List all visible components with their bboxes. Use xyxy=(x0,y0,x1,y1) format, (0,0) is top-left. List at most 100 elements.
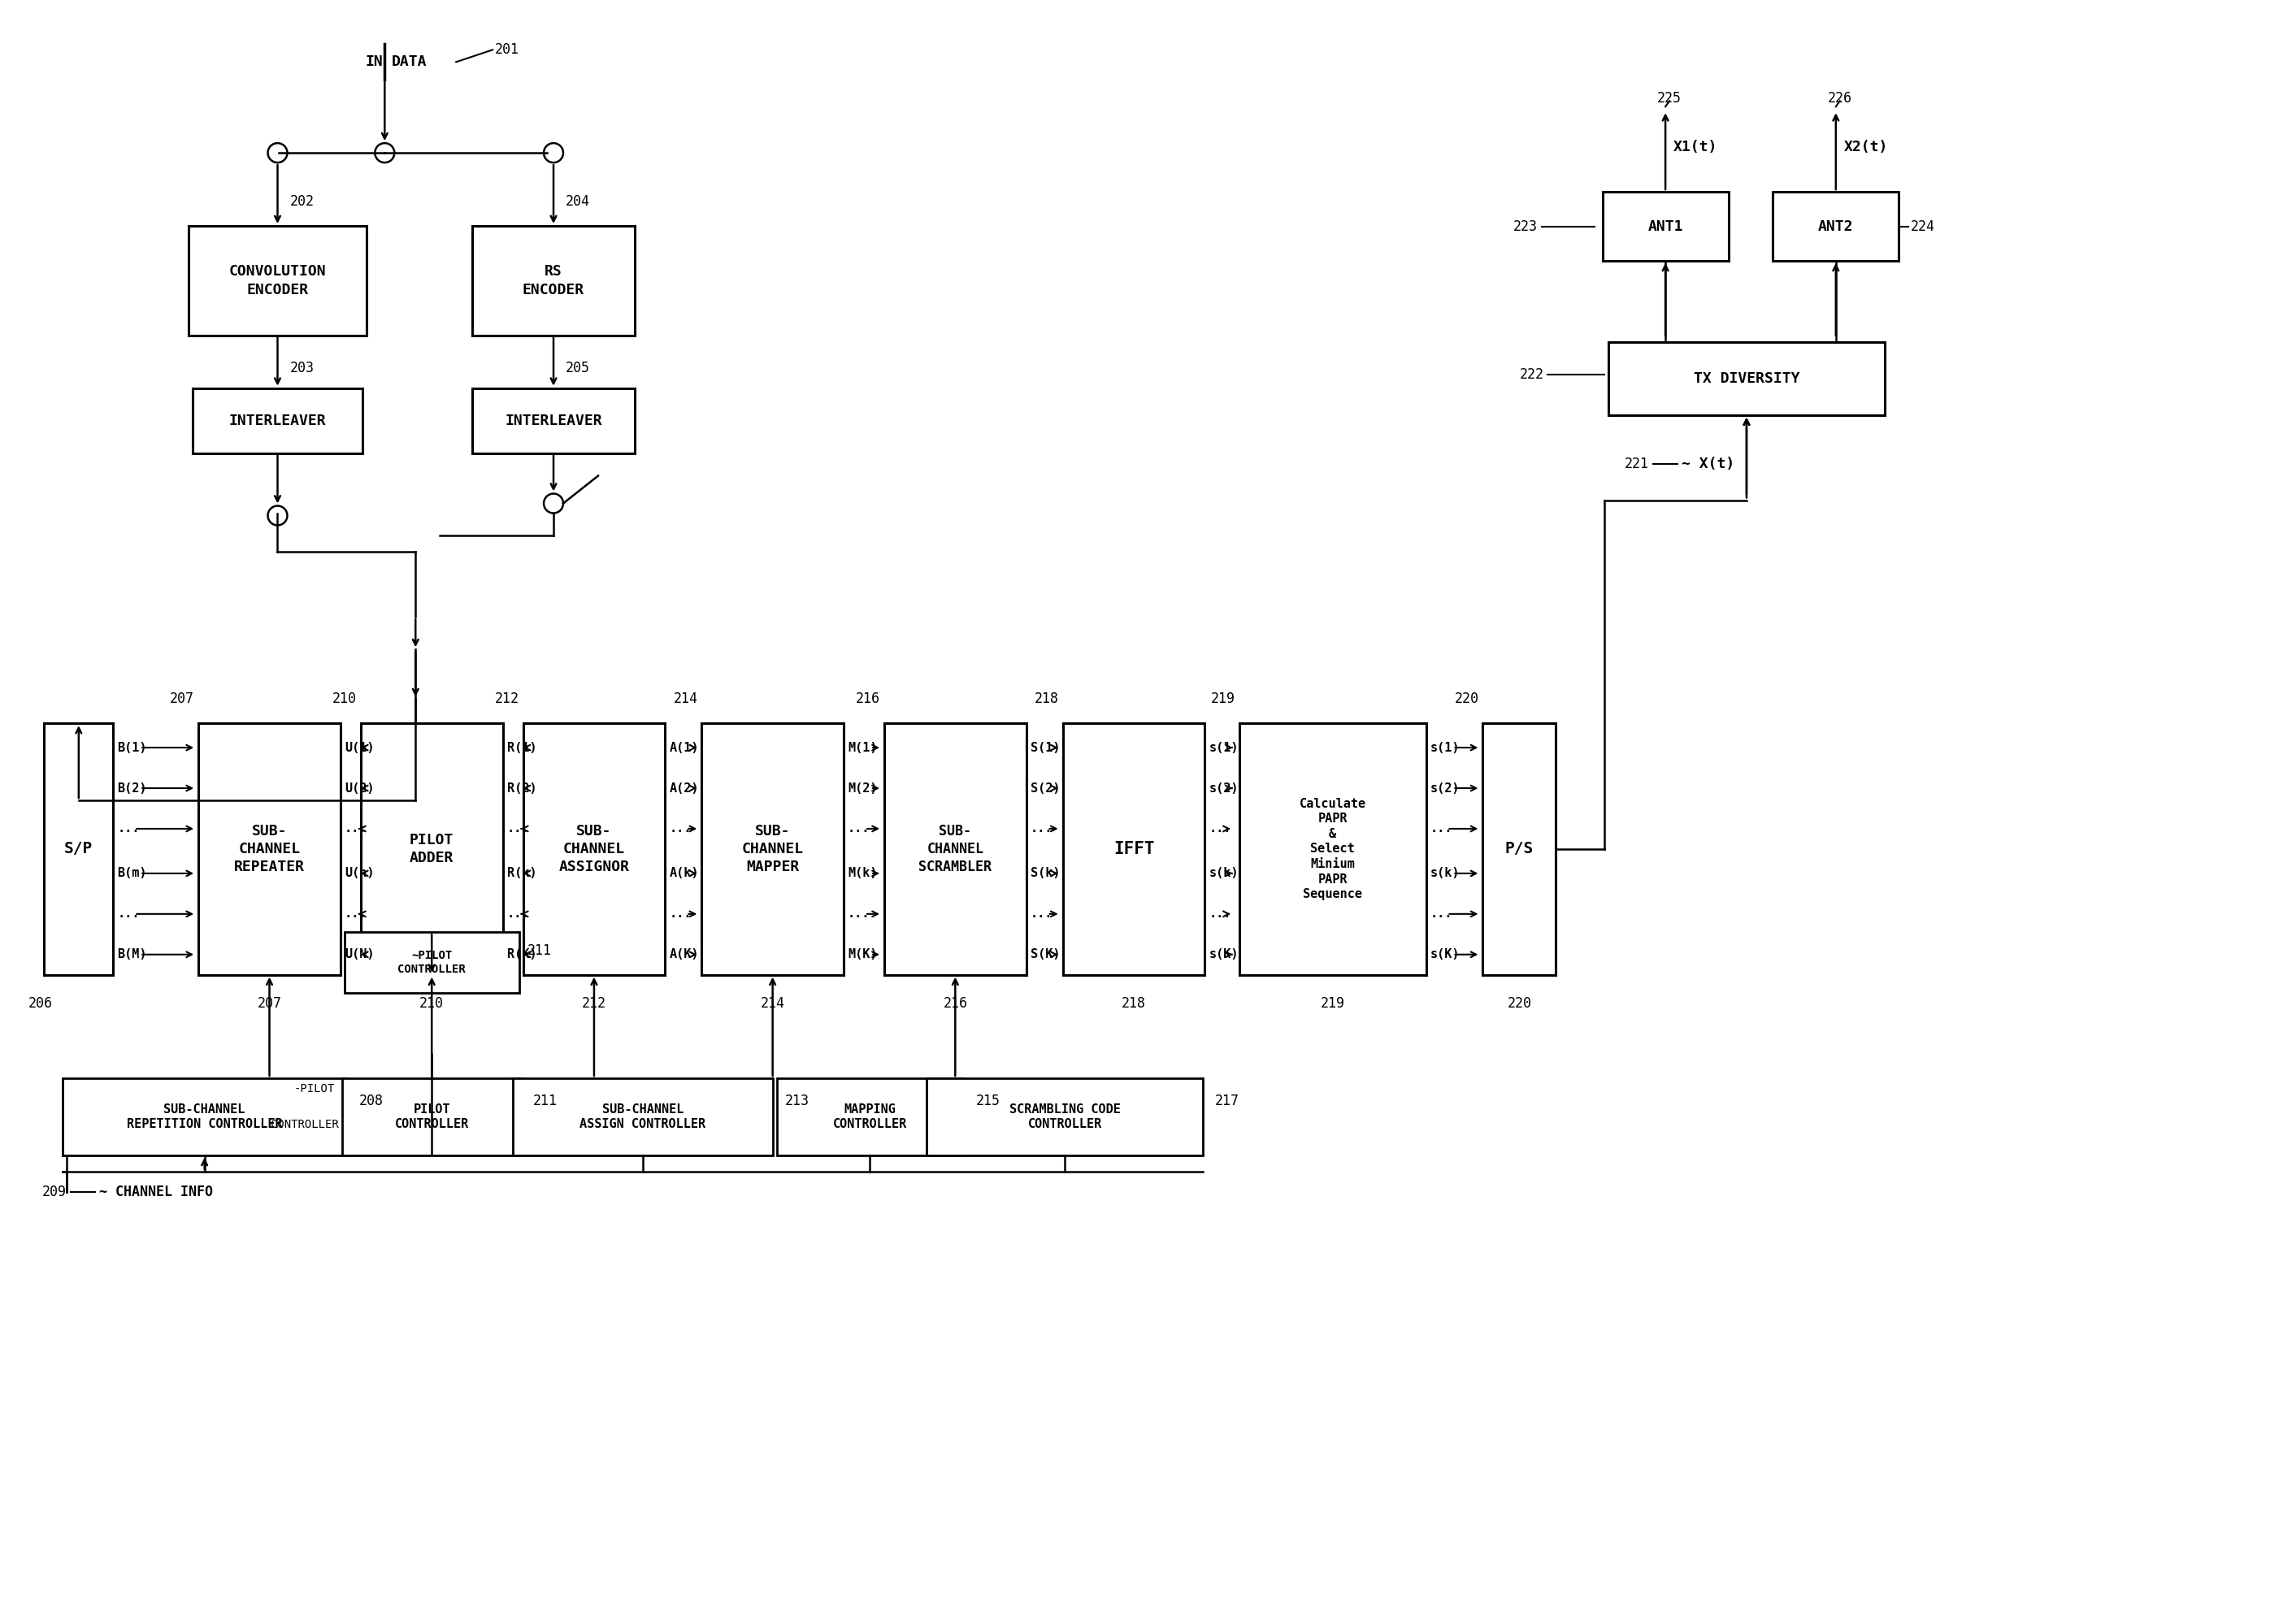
Text: ...: ... xyxy=(1210,823,1231,835)
Text: ~ CHANNEL INFO: ~ CHANNEL INFO xyxy=(99,1185,214,1200)
Text: s(K): s(K) xyxy=(1210,948,1238,961)
Text: X2(t): X2(t) xyxy=(1844,139,1887,154)
Text: A(2): A(2) xyxy=(668,781,698,794)
Text: 218: 218 xyxy=(1033,692,1058,707)
Text: -PILOT: -PILOT xyxy=(294,1083,335,1094)
Bar xyxy=(344,932,519,994)
Bar xyxy=(44,723,113,974)
Text: INTERLEAVER: INTERLEAVER xyxy=(230,413,326,428)
Text: U(N): U(N) xyxy=(344,948,374,961)
Text: 212: 212 xyxy=(494,692,519,707)
Text: ~ X(t): ~ X(t) xyxy=(1681,457,1736,472)
Text: 215: 215 xyxy=(976,1093,1001,1107)
Text: ...: ... xyxy=(1430,823,1453,835)
Text: ...: ... xyxy=(1031,823,1052,835)
Text: M(2): M(2) xyxy=(847,781,877,794)
Text: 214: 214 xyxy=(673,692,698,707)
Text: INTERLEAVER: INTERLEAVER xyxy=(505,413,602,428)
Bar xyxy=(512,1078,774,1156)
Text: s(k): s(k) xyxy=(1430,867,1460,880)
Text: 210: 210 xyxy=(420,995,443,1010)
Text: 216: 216 xyxy=(856,692,879,707)
Text: 226: 226 xyxy=(1828,91,1853,105)
Bar xyxy=(1603,191,1729,261)
Text: s(1): s(1) xyxy=(1210,741,1238,754)
Text: ...: ... xyxy=(1031,908,1052,921)
Bar xyxy=(193,387,363,454)
Text: ...: ... xyxy=(668,823,691,835)
Text: 222: 222 xyxy=(1520,366,1543,381)
Text: SCRAMBLING CODE
CONTROLLER: SCRAMBLING CODE CONTROLLER xyxy=(1010,1104,1120,1130)
Text: s(k): s(k) xyxy=(1210,867,1238,880)
Text: 201: 201 xyxy=(496,42,519,57)
Bar xyxy=(703,723,843,974)
Text: Calculate
PAPR
&
Select
Minium
PAPR
Sequence: Calculate PAPR & Select Minium PAPR Sequ… xyxy=(1300,798,1366,901)
Text: ...: ... xyxy=(1430,908,1453,921)
Text: IFFT: IFFT xyxy=(1114,841,1155,858)
Bar xyxy=(1609,342,1885,415)
Text: ...: ... xyxy=(507,908,528,921)
Text: ...: ... xyxy=(117,908,140,921)
Text: S(2): S(2) xyxy=(1031,781,1061,794)
Text: 220: 220 xyxy=(1506,995,1531,1010)
Text: X1(t): X1(t) xyxy=(1674,139,1717,154)
Bar xyxy=(188,225,367,336)
Text: U(n): U(n) xyxy=(344,867,374,880)
Bar xyxy=(1483,723,1557,974)
Text: 205: 205 xyxy=(565,360,590,374)
Text: SUB-
CHANNEL
ASSIGNOR: SUB- CHANNEL ASSIGNOR xyxy=(558,823,629,874)
Text: P/S: P/S xyxy=(1504,841,1534,858)
Text: B(m): B(m) xyxy=(117,867,147,880)
Text: ...: ... xyxy=(344,823,367,835)
Text: R(2): R(2) xyxy=(507,781,537,794)
Text: 219: 219 xyxy=(1210,692,1235,707)
Text: 210: 210 xyxy=(333,692,356,707)
Text: IN: IN xyxy=(365,55,383,70)
Text: M(K): M(K) xyxy=(847,948,877,961)
Text: ...: ... xyxy=(1210,908,1231,921)
Bar xyxy=(776,1078,964,1156)
Text: ...: ... xyxy=(507,823,528,835)
Text: A(K): A(K) xyxy=(668,948,698,961)
Text: s(2): s(2) xyxy=(1430,781,1460,794)
Text: 211: 211 xyxy=(528,943,551,958)
Text: 225: 225 xyxy=(1658,91,1681,105)
Bar xyxy=(884,723,1026,974)
Text: 203: 203 xyxy=(289,360,315,374)
Bar xyxy=(1773,191,1899,261)
Text: ...: ... xyxy=(668,908,691,921)
Bar xyxy=(928,1078,1203,1156)
Text: ANT1: ANT1 xyxy=(1649,219,1683,233)
Text: S/P: S/P xyxy=(64,841,94,858)
Text: MAPPING
CONTROLLER: MAPPING CONTROLLER xyxy=(833,1104,907,1130)
Text: TX DIVERSITY: TX DIVERSITY xyxy=(1694,371,1800,386)
Text: 223: 223 xyxy=(1513,219,1538,233)
Text: S(1): S(1) xyxy=(1031,741,1061,754)
Bar xyxy=(473,387,634,454)
Text: 218: 218 xyxy=(1123,995,1146,1010)
Text: 202: 202 xyxy=(289,195,315,209)
Text: R(K): R(K) xyxy=(507,948,537,961)
Text: s(1): s(1) xyxy=(1430,741,1460,754)
Text: 207: 207 xyxy=(170,692,195,707)
Bar xyxy=(473,225,634,336)
Text: 214: 214 xyxy=(760,995,785,1010)
Text: B(M): B(M) xyxy=(117,948,147,961)
Text: ANT2: ANT2 xyxy=(1818,219,1853,233)
Bar xyxy=(523,723,666,974)
Text: 213: 213 xyxy=(785,1093,808,1107)
Text: 219: 219 xyxy=(1320,995,1345,1010)
Text: 206: 206 xyxy=(28,995,53,1010)
Text: 221: 221 xyxy=(1626,457,1649,472)
Bar xyxy=(360,723,503,974)
Text: s(2): s(2) xyxy=(1210,781,1238,794)
Text: 207: 207 xyxy=(257,995,282,1010)
Text: S(k): S(k) xyxy=(1031,867,1061,880)
Text: B(1): B(1) xyxy=(117,741,147,754)
Text: 216: 216 xyxy=(944,995,967,1010)
Bar xyxy=(62,1078,347,1156)
Text: PILOT
CONTROLLER: PILOT CONTROLLER xyxy=(395,1104,468,1130)
Text: SUB-
CHANNEL
MAPPER: SUB- CHANNEL MAPPER xyxy=(742,823,804,874)
Text: ...: ... xyxy=(344,908,367,921)
Text: ~PILOT
CONTROLLER: ~PILOT CONTROLLER xyxy=(397,950,466,976)
